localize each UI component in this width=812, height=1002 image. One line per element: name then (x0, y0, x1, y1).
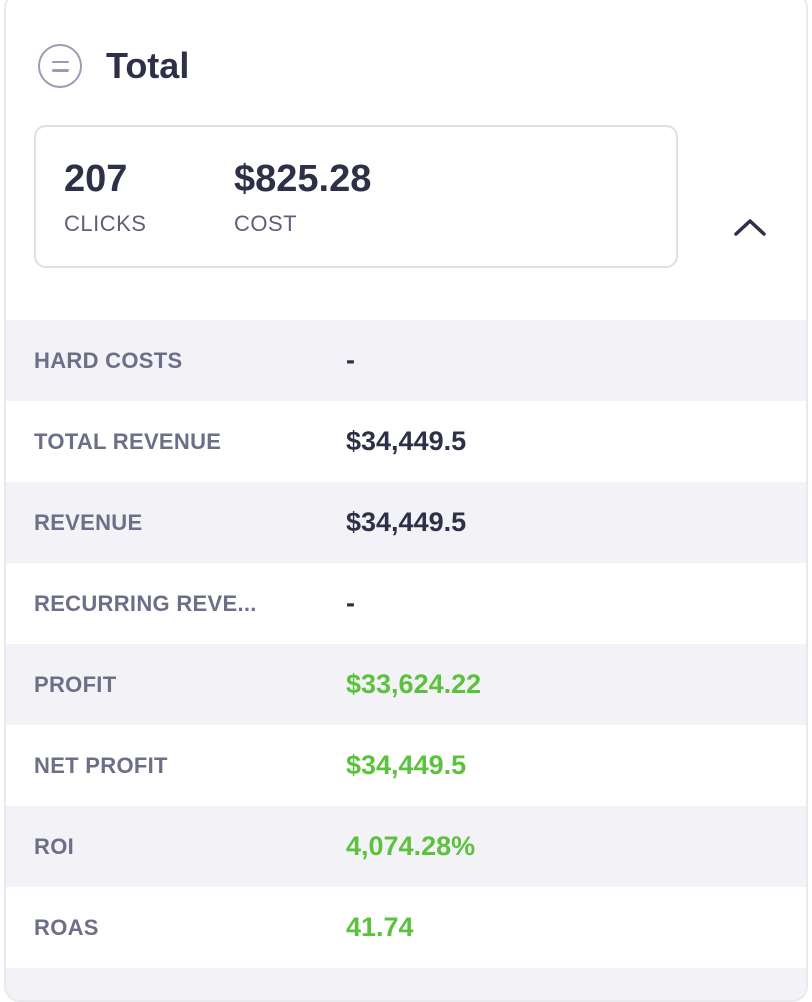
cost-value: $825.28 (234, 158, 372, 200)
metric-row: ROAS 41.74 (6, 887, 806, 968)
metric-label: ROAS (34, 914, 99, 940)
metric-row: REVENUE $34,449.5 (6, 482, 806, 563)
metric-row: TOTAL REVENUE $34,449.5 (6, 401, 806, 482)
metric-row-spacer (6, 968, 806, 1000)
metric-value: $33,624.22 (346, 669, 482, 699)
metric-label: TOTAL REVENUE (34, 428, 222, 454)
summary-box: 207 CLICKS $825.28 COST (34, 125, 678, 268)
menu-circle-icon[interactable] (38, 44, 82, 88)
metric-value: 41.74 (346, 912, 414, 942)
clicks-stat: 207 CLICKS (64, 157, 146, 237)
metric-label: HARD COSTS (34, 347, 183, 373)
metric-row: HARD COSTS - (6, 320, 806, 401)
metric-label: RECURRING REVE... (34, 590, 257, 616)
metric-value: $34,449.5 (346, 507, 467, 537)
metric-label: PROFIT (34, 671, 117, 697)
metric-label: REVENUE (34, 509, 143, 535)
metric-row: ROI 4,074.28% (6, 806, 806, 887)
metric-label: ROI (34, 833, 75, 859)
metric-row: NET PROFIT $34,449.5 (6, 725, 806, 806)
metrics-table: HARD COSTS - TOTAL REVENUE $34,449.5 REVENUE… (6, 320, 806, 1000)
clicks-label: CLICKS (64, 211, 147, 236)
card-title: Total (106, 45, 190, 86)
menu-line (51, 60, 69, 63)
totals-card: Total 207 CLICKS $825.28 COST HARD COSTS… (4, 0, 808, 1002)
metric-value: - (346, 345, 355, 375)
chevron-up-icon[interactable] (732, 216, 768, 238)
menu-line (51, 69, 69, 72)
metric-row: RECURRING REVE... - (6, 563, 806, 644)
metric-value: $34,449.5 (346, 426, 467, 456)
metric-value: 4,074.28% (346, 831, 476, 861)
clicks-value: 207 (64, 158, 128, 200)
metric-value: - (346, 588, 355, 618)
metric-label: NET PROFIT (34, 752, 168, 778)
metric-value: $34,449.5 (346, 750, 467, 780)
card-header: Total (38, 44, 189, 88)
cost-label: COST (234, 211, 298, 236)
metric-row: PROFIT $33,624.22 (6, 644, 806, 725)
cost-stat: $825.28 COST (234, 157, 371, 237)
